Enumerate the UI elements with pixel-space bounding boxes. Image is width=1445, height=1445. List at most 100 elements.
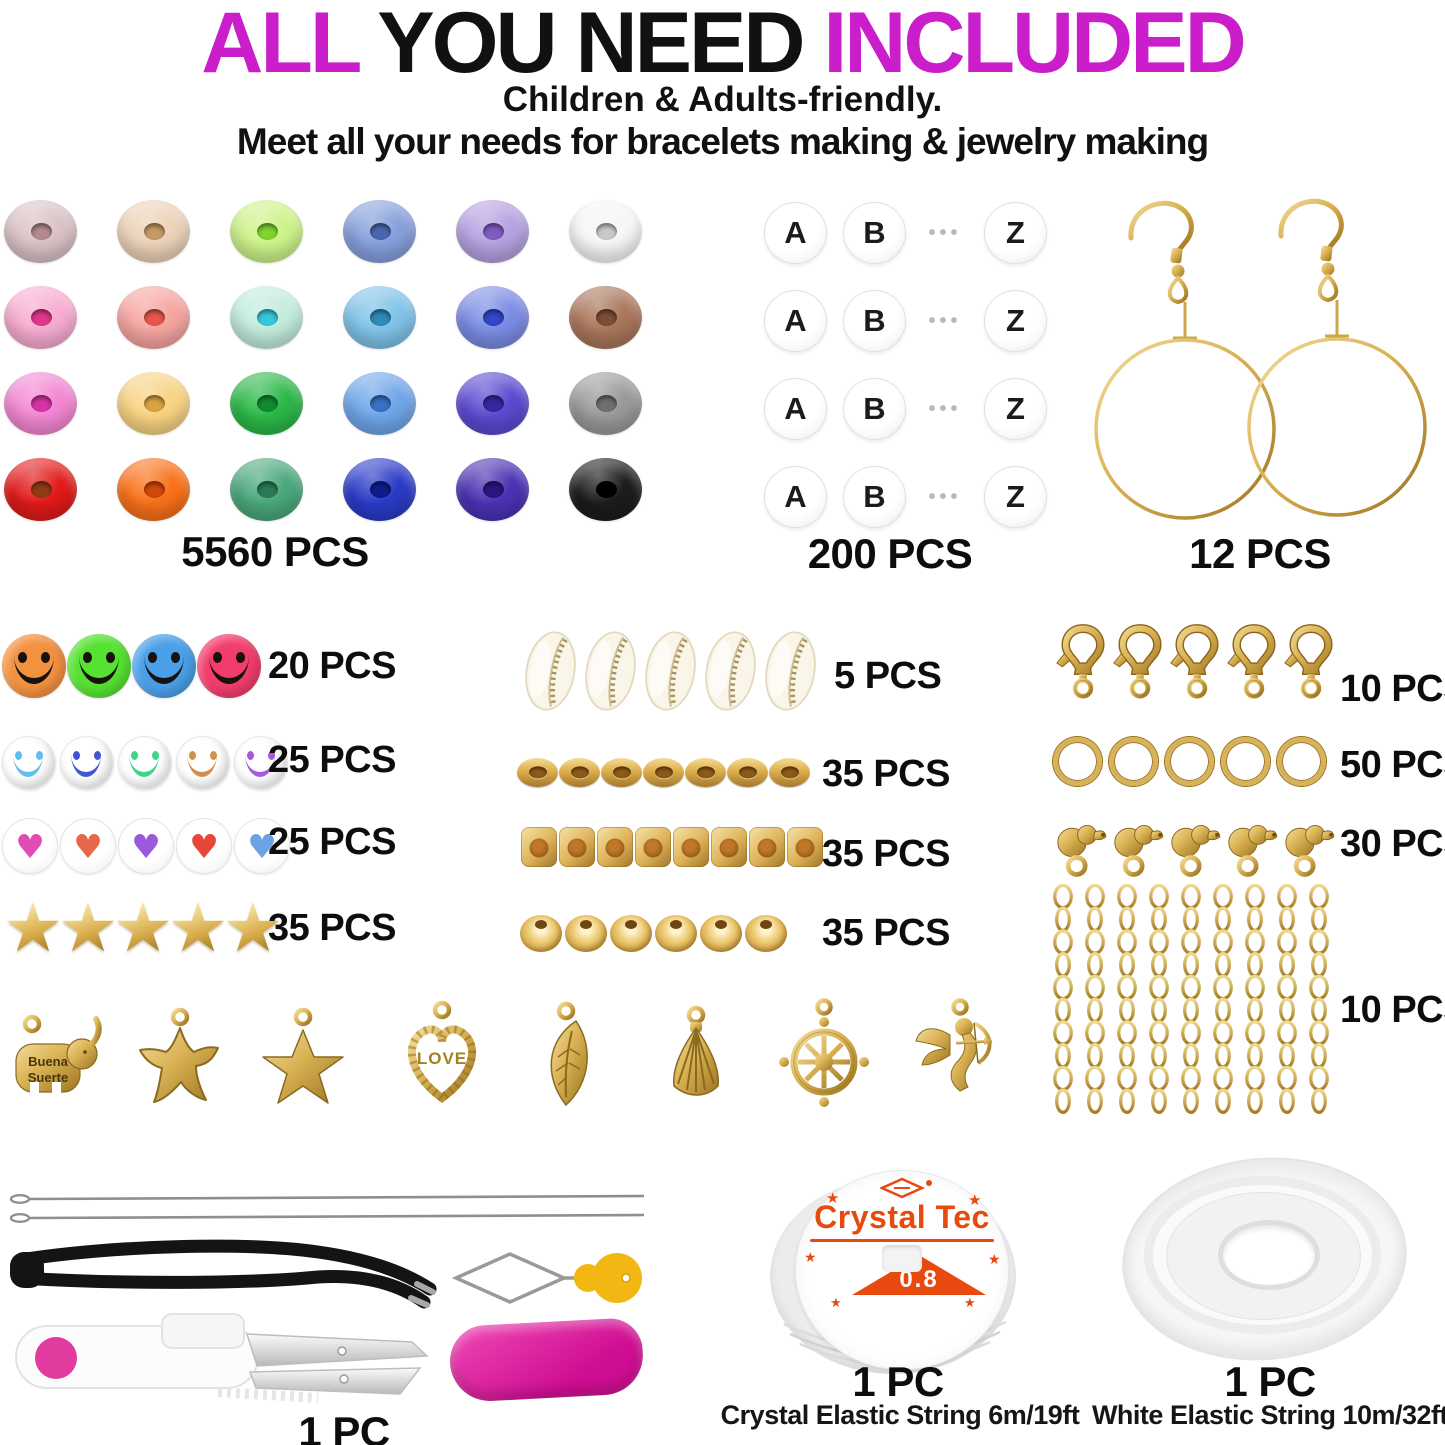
bead-tip-icon (1051, 816, 1108, 887)
white-string-desc: White Elastic String 10m/32ft (1091, 1400, 1445, 1430)
smiley-bead (60, 736, 114, 790)
smiley-bead (67, 634, 131, 698)
bead-hole (580, 920, 592, 929)
star-decoration-icon: ★ (988, 1252, 1001, 1268)
bead-tip-icon (1222, 816, 1279, 887)
smiley-bead (234, 736, 288, 790)
star-charm-icon (254, 1006, 352, 1118)
star-beads-count: 35 PCS (268, 907, 396, 949)
bead-hole (595, 480, 617, 498)
facet (700, 915, 742, 952)
title-accent-2: INCLUDED (823, 0, 1246, 91)
lobster-clasp-icon (1226, 622, 1282, 711)
clay-bead (456, 286, 529, 349)
leaf-charm-icon (532, 1000, 608, 1114)
starfish-charm-icon (130, 1006, 230, 1116)
bead-hole (482, 394, 504, 412)
page-title: ALL YOU NEED INCLUDED (0, 0, 1445, 93)
jump-rings-count: 50 PCS (1340, 744, 1445, 786)
clay-bead (456, 200, 529, 263)
cube (521, 827, 557, 867)
star-decoration-icon: ★ (804, 1250, 817, 1266)
crystal-string-desc: Crystal Elastic String 6m/19ft (720, 1400, 1080, 1430)
letter-bead: B (843, 202, 906, 264)
tweezers-icon (10, 1239, 437, 1309)
heart-icon: ♥ (131, 826, 161, 866)
star-bead-icon: ★ (167, 889, 229, 968)
cowrie-shell-icon (581, 626, 640, 721)
clay-bead (456, 458, 529, 521)
gold-cube-beads-row (521, 827, 823, 867)
clay-bead-row (4, 372, 642, 435)
smiley-mouth (245, 754, 275, 777)
bead-hole (681, 838, 701, 858)
extension-chain-icon (1149, 883, 1169, 1127)
ellipsis-dots-icon: ••• (928, 221, 962, 244)
letter-bead-row: A B ••• Z (764, 378, 1047, 440)
bead-tips-row (1051, 816, 1336, 887)
smiley-mouth (209, 656, 249, 684)
bead-hole (143, 308, 165, 326)
jump-ring-icon (1053, 737, 1102, 786)
bead-hole (595, 222, 617, 240)
earrings-icon (1094, 198, 1427, 520)
bead-tips-count: 30 PCS (1340, 823, 1445, 865)
clay-bead (569, 372, 642, 435)
elephant-text-line-1: Buena (28, 1054, 69, 1069)
lobster-clasp-icon (1055, 622, 1111, 711)
cube (635, 827, 671, 867)
star-beads-row: ★ ★ ★ ★ ★ (2, 889, 284, 968)
smiley-mouth (144, 656, 184, 684)
bead-hole (570, 765, 589, 778)
smiley-bead (2, 736, 56, 790)
clay-bead (230, 200, 303, 263)
bead-hole (612, 765, 631, 778)
love-text: LOVE (417, 1049, 467, 1068)
bead-hole (625, 920, 637, 929)
facet (610, 915, 652, 952)
elephant-text-line-2: Suerte (28, 1070, 68, 1085)
cube (559, 827, 595, 867)
letter-bead: B (843, 466, 906, 528)
star-bead-icon: ★ (112, 889, 174, 968)
clay-bead (343, 200, 416, 263)
facet (520, 915, 562, 952)
ellipsis-dots-icon: ••• (928, 397, 962, 420)
heart-bead: ♥ (118, 818, 174, 874)
bead-hole (605, 838, 625, 858)
clay-bead (4, 372, 77, 435)
brand-underline (810, 1239, 994, 1242)
smiley-mouth (71, 754, 101, 777)
shell-beads-row (521, 626, 820, 721)
facet (655, 915, 697, 952)
beading-needles-icon (9, 1193, 645, 1224)
smiley-bead (176, 736, 230, 790)
love-heart-charm-icon: LOVE (390, 1000, 494, 1114)
rondelle (769, 758, 810, 787)
cube (749, 827, 785, 867)
extension-chains-count: 10 PCS (1340, 989, 1445, 1031)
smiley-bead (2, 634, 66, 698)
cube (673, 827, 709, 867)
bead-hole (528, 765, 547, 778)
bead-hole (757, 838, 777, 858)
star-bead-icon: ★ (57, 889, 119, 968)
smiley-mouth (13, 754, 43, 777)
clay-bead (117, 200, 190, 263)
cowrie-shell-icon (761, 626, 820, 721)
bead-hole (670, 920, 682, 929)
heart-bead: ♥ (176, 818, 232, 874)
clay-beads-count: 5560 PCS (181, 528, 369, 575)
smiley-bead (118, 736, 172, 790)
bead-hole (567, 838, 587, 858)
ship-wheel-charm-icon (772, 998, 876, 1116)
clay-bead (117, 458, 190, 521)
rondelle (685, 758, 726, 787)
spool-center-hole (882, 1245, 922, 1272)
bead-tip-icon (1165, 816, 1222, 887)
smiley-white-count: 25 PCS (268, 739, 396, 781)
rondelle (601, 758, 642, 787)
star-decoration-icon: ★ (968, 1191, 982, 1209)
bead-hole (143, 394, 165, 412)
bead-hole (738, 765, 757, 778)
